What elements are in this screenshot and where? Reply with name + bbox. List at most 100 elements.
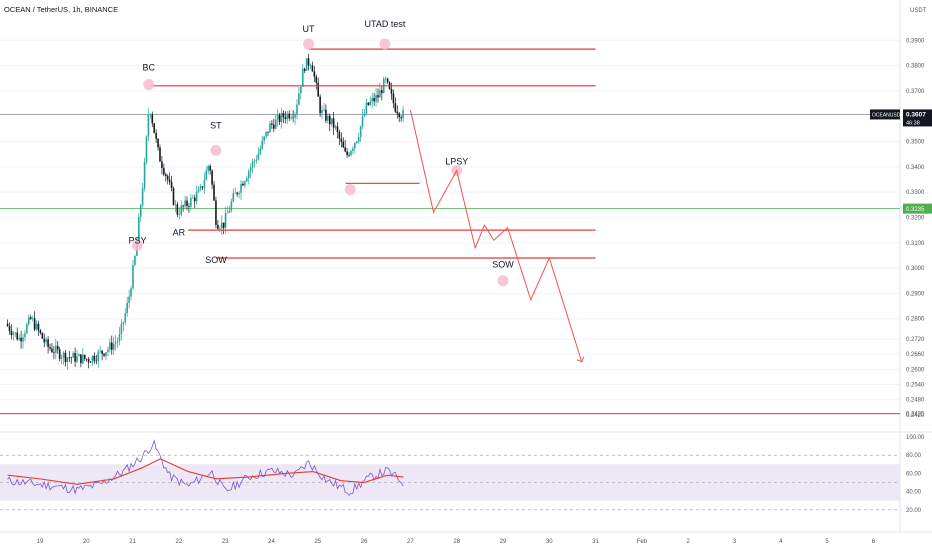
candle-body xyxy=(398,113,401,118)
candle-body xyxy=(53,352,55,353)
candle-body xyxy=(267,131,269,133)
candle-body xyxy=(62,352,65,358)
time-tick-label: 31 xyxy=(592,539,599,545)
candle-body xyxy=(41,332,44,339)
price-badge-countdown: 46:38 xyxy=(906,120,920,126)
candle-body xyxy=(195,192,198,202)
candle-body xyxy=(161,161,163,168)
rsi-pane[interactable]: 100.00 80.00 60.00 40.00 20.00 xyxy=(0,435,925,514)
candle-body xyxy=(78,354,80,357)
annotation-marker xyxy=(379,38,391,50)
green-price-badge-value: 0.3235 xyxy=(906,207,925,213)
annotation-label: UT xyxy=(303,24,315,34)
candle-body xyxy=(203,179,206,188)
symbol-badge-text: OCEANUSDT xyxy=(872,113,903,119)
candle-body xyxy=(8,326,11,331)
price-tick-label: 0.2900 xyxy=(906,291,925,297)
price-axis[interactable]: 0.3900 0.3800 0.3700 0.3500 0.3400 0.3300 0.32… xyxy=(870,38,932,419)
time-tick-label: 22 xyxy=(176,539,183,545)
candle-body xyxy=(394,103,397,112)
annotation-marker xyxy=(131,239,143,251)
symbol-badge xyxy=(870,109,900,120)
candle-body xyxy=(105,352,107,356)
candle-body xyxy=(228,210,231,213)
candle-body xyxy=(145,136,148,163)
candle-body xyxy=(213,184,215,201)
rsi-level-label: 80.00 xyxy=(906,453,922,459)
candle-body xyxy=(311,65,314,72)
candle-body xyxy=(190,197,192,207)
candle-body xyxy=(344,147,346,152)
candlestick-series xyxy=(6,53,404,370)
rsi-level-label: 60.00 xyxy=(906,471,922,477)
candle-body xyxy=(261,140,264,149)
candle-body xyxy=(355,141,358,144)
candle-body xyxy=(95,360,98,362)
green-price-badge xyxy=(903,203,932,214)
candle-body xyxy=(201,186,204,188)
candle-body xyxy=(377,95,379,98)
price-tick-label: 0.3700 xyxy=(906,89,925,95)
candle-body xyxy=(49,347,51,349)
candle-body xyxy=(16,332,19,340)
candle-body xyxy=(218,228,221,230)
time-tick-label: 19 xyxy=(37,539,44,545)
candle-body xyxy=(263,136,265,141)
candle-body xyxy=(58,349,61,359)
candle-body xyxy=(244,181,246,186)
candle-body xyxy=(103,353,105,356)
candle-body xyxy=(330,118,333,125)
time-tick-label: 28 xyxy=(453,539,460,545)
time-axis[interactable]: 19 20 21 22 23 24 25 26 27 28 29 30 31 Feb 2 3 4 5 6 xyxy=(37,539,876,545)
candle-body xyxy=(232,193,235,202)
candle-body xyxy=(12,333,15,335)
annotation-marker xyxy=(210,144,222,156)
price-tick-label: 0.3500 xyxy=(906,140,925,146)
candle-body xyxy=(170,181,173,189)
candle-body xyxy=(338,132,341,139)
candle-body xyxy=(35,323,38,330)
candle-body xyxy=(319,96,321,114)
candle-body xyxy=(255,159,258,161)
candle-body xyxy=(307,58,310,66)
candle-body xyxy=(211,170,213,185)
candle-body xyxy=(340,138,343,142)
candle-body xyxy=(80,354,82,364)
candle-body xyxy=(292,117,294,119)
candle-body xyxy=(242,183,244,186)
projection-path[interactable] xyxy=(409,109,585,363)
time-tick-label: 2 xyxy=(687,539,691,545)
candle-body xyxy=(186,200,188,206)
candle-body xyxy=(334,126,337,128)
candle-body xyxy=(205,170,208,180)
candle-body xyxy=(336,126,339,133)
candle-body xyxy=(357,137,360,142)
annotation-label: BC xyxy=(143,63,156,73)
chart-title: OCEAN / TetherUS, 1h, BINANCE xyxy=(4,5,118,14)
price-tick-label: 0.2720 xyxy=(906,337,925,343)
candle-body xyxy=(64,352,67,363)
candle-body xyxy=(346,151,348,156)
annotation-marker xyxy=(303,38,315,50)
candle-body xyxy=(164,174,167,176)
candle-body xyxy=(87,359,90,363)
annotation-label: SOW xyxy=(205,255,227,265)
time-tick-label: 5 xyxy=(825,539,829,545)
price-tick-label: 0.2600 xyxy=(906,367,925,373)
candle-body xyxy=(315,76,318,83)
candle-body xyxy=(253,160,256,162)
candle-body xyxy=(120,323,123,335)
candle-body xyxy=(282,112,285,118)
annotation-markers xyxy=(131,38,509,287)
candle-body xyxy=(365,102,368,114)
candle-body xyxy=(14,332,17,334)
resistance-support-levels[interactable] xyxy=(0,48,900,415)
price-tick-label: 0.3800 xyxy=(906,64,925,70)
currency-label: USDT xyxy=(910,8,927,14)
candle-body xyxy=(230,201,233,211)
candle-body xyxy=(112,343,115,350)
chart-grid xyxy=(0,0,932,533)
price-tick-label: 0.3100 xyxy=(906,241,925,247)
candle-body xyxy=(257,153,260,160)
